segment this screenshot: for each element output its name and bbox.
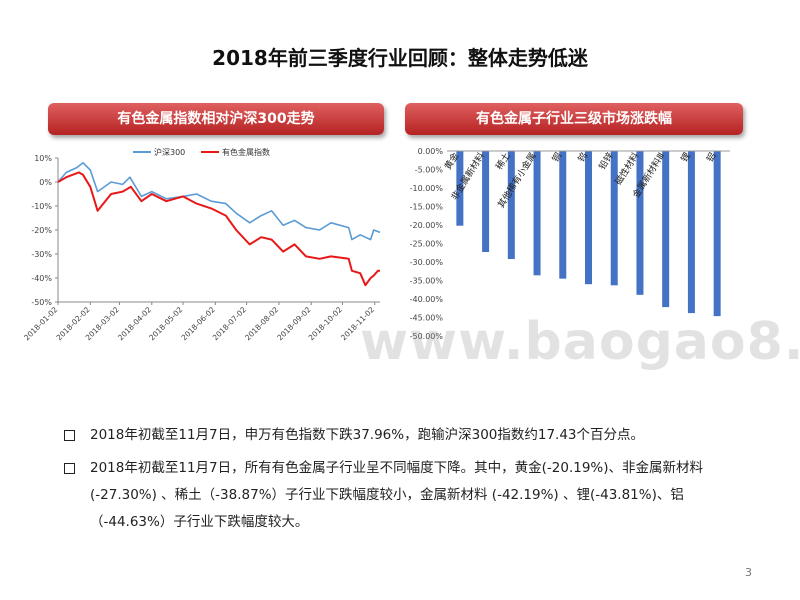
y-tick-label: -20% bbox=[31, 226, 52, 235]
bar bbox=[533, 151, 541, 276]
bar-chart: 0.00% -5.00% -10.00% -15.00% -20.00% -25.00% -… bbox=[410, 147, 730, 341]
y-tick-label: -20.00% bbox=[410, 221, 444, 230]
left-chart-banner: 有色金属指数相对沪深300走势 bbox=[48, 103, 384, 135]
y-tick-label: 0% bbox=[39, 178, 52, 187]
bullet-square-icon bbox=[64, 463, 75, 474]
y-tick-label: -45.00% bbox=[410, 314, 444, 323]
bar bbox=[713, 151, 721, 317]
line-chart: 10%0%-10%-20%-30%-40%-50%2018-01-022018-… bbox=[22, 147, 381, 342]
bullet-item: 2018年初截至11月7日，所有有色金属子行业呈不同幅度下降。其中，黄金(-20… bbox=[64, 455, 754, 536]
watermark: www.baogao8.com bbox=[360, 312, 800, 372]
page-number: 3 bbox=[745, 566, 752, 579]
hs300-line bbox=[57, 161, 381, 241]
y-tick-label: -35.00% bbox=[410, 277, 444, 286]
y-tick-label: -10.00% bbox=[410, 184, 444, 193]
y-tick-label: 10% bbox=[34, 154, 52, 163]
bar bbox=[610, 151, 618, 286]
y-tick-label: -30.00% bbox=[410, 258, 444, 267]
y-tick-label: -25.00% bbox=[410, 240, 444, 249]
page-title: 2018年前三季度行业回顾：整体走势低迷 bbox=[212, 46, 588, 70]
legend-label: 沪深300 bbox=[154, 147, 185, 157]
bullet-text: 2018年初截至11月7日，所有有色金属子行业呈不同幅度下降。其中，黄金(-20… bbox=[90, 460, 704, 530]
bar bbox=[662, 151, 670, 308]
bullet-square-icon bbox=[64, 430, 75, 441]
y-tick-label: -15.00% bbox=[410, 203, 444, 212]
bar bbox=[482, 151, 490, 253]
y-tick-label: 0.00% bbox=[418, 147, 444, 156]
y-tick-label: -50.00% bbox=[410, 332, 444, 341]
right-chart-banner: 有色金属子行业三级市场涨跌幅 bbox=[405, 103, 743, 135]
y-tick-label: -50% bbox=[31, 298, 52, 307]
y-tick-label: -40% bbox=[31, 274, 52, 283]
y-tick-label: -40.00% bbox=[410, 295, 444, 304]
y-tick-label: -10% bbox=[31, 202, 52, 211]
legend-label: 有色金属指数 bbox=[222, 147, 270, 157]
nonferrous-line bbox=[57, 171, 380, 287]
bullet-item: 2018年初截至11月7日，申万有色指数下跌37.96%，跑输沪深300指数约1… bbox=[64, 422, 754, 449]
bullet-text: 2018年初截至11月7日，申万有色指数下跌37.96%，跑输沪深300指数约1… bbox=[90, 427, 645, 443]
bar bbox=[585, 151, 592, 285]
bar bbox=[559, 151, 567, 279]
bar bbox=[507, 151, 515, 260]
bar bbox=[636, 151, 644, 295]
bar bbox=[456, 151, 464, 226]
bar bbox=[687, 151, 695, 314]
y-tick-label: -30% bbox=[31, 250, 52, 259]
y-tick-label: -5.00% bbox=[415, 166, 444, 175]
